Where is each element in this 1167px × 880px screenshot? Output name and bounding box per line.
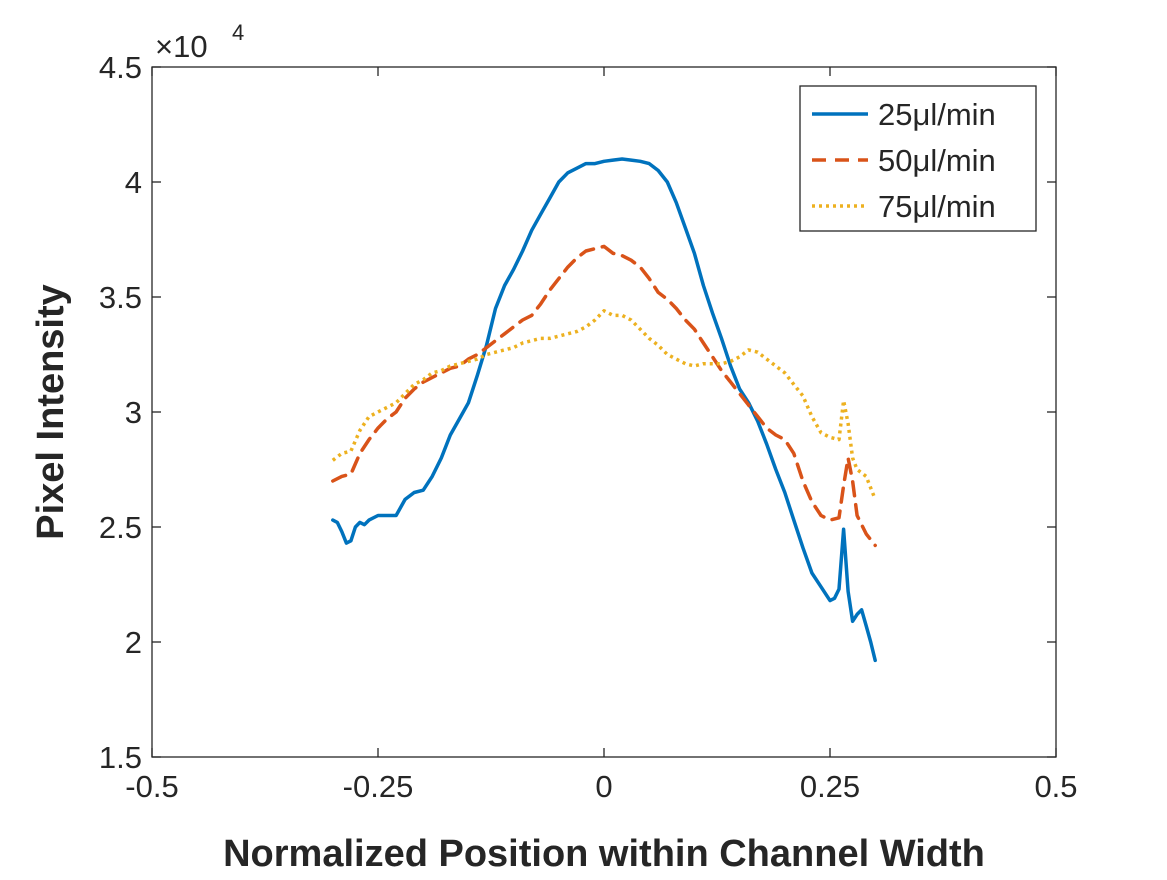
series-line-2: [331, 244, 877, 548]
y-tick-label: 3.5: [99, 280, 142, 315]
y-exponent-multiplier: ×10: [155, 29, 208, 64]
y-tick-label: 1.5: [99, 740, 142, 775]
y-tick-label: 4: [125, 165, 142, 200]
series-line-1: [331, 157, 877, 663]
y-tick-label: 2.5: [99, 510, 142, 545]
x-tick-label: -0.5: [125, 769, 178, 804]
x-axis-label: Normalized Position within Channel Width: [223, 833, 985, 875]
legend: 25μl/min 50μl/min 75μl/min: [799, 85, 1037, 232]
y-tick-label: 3: [125, 395, 142, 430]
y-tick-label: 2: [125, 625, 142, 660]
x-tick-label: 0.25: [800, 769, 860, 804]
x-tick-label: -0.25: [343, 769, 414, 804]
legend-label-25: 25μl/min: [878, 97, 996, 132]
series-line-3: [331, 309, 877, 501]
y-exponent-power: 4: [232, 20, 244, 45]
series-layer: [331, 157, 877, 663]
legend-label-75: 75μl/min: [878, 189, 996, 224]
y-axis-label: Pixel Intensity: [30, 284, 72, 540]
y-tick-label: 4.5: [99, 50, 142, 85]
ticks-layer: -0.5 -0.25 0 0.25 0.5 1.5 2 2.5 3 3.5 4 4.5: [99, 50, 1078, 804]
x-tick-label: 0.5: [1034, 769, 1077, 804]
legend-label-50: 50μl/min: [878, 143, 996, 178]
x-tick-label: 0: [595, 769, 612, 804]
